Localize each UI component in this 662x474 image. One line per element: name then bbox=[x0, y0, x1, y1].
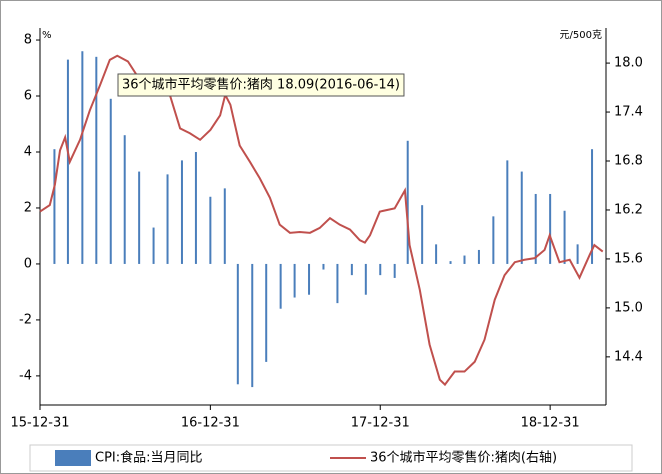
bar bbox=[379, 263, 382, 276]
bar bbox=[421, 205, 424, 264]
bar bbox=[350, 263, 353, 276]
x-tick-label: 18-12-31 bbox=[521, 416, 580, 431]
bar bbox=[53, 149, 56, 264]
bar bbox=[123, 135, 126, 264]
bar bbox=[293, 263, 296, 298]
y2-tick-label: 15.6 bbox=[614, 251, 643, 266]
bar bbox=[308, 263, 311, 295]
y2-tick-label: 16.2 bbox=[614, 202, 643, 217]
legend-label: 36个城市平均零售价:猪肉(右轴) bbox=[370, 450, 557, 466]
bar bbox=[81, 51, 84, 264]
bar bbox=[435, 244, 438, 264]
bar bbox=[549, 193, 552, 264]
legend-label: CPI:食品:当月同比 bbox=[95, 450, 203, 466]
x-tick-label: 15-12-31 bbox=[10, 416, 69, 431]
y-axis-label: % bbox=[42, 30, 52, 41]
legend-frame bbox=[29, 444, 633, 472]
bar bbox=[364, 263, 367, 295]
bar bbox=[138, 171, 141, 264]
bar bbox=[66, 59, 69, 264]
bar bbox=[492, 216, 495, 264]
y2-tick-label: 15.0 bbox=[614, 300, 643, 315]
y-tick-label: 8 bbox=[24, 33, 32, 48]
y-tick-label: 0 bbox=[24, 256, 32, 271]
bar bbox=[463, 255, 466, 264]
bar bbox=[265, 263, 268, 362]
bar bbox=[406, 140, 409, 264]
bar bbox=[591, 149, 594, 264]
bar bbox=[152, 227, 155, 264]
y-tick-label: -2 bbox=[19, 312, 32, 327]
tooltip-box bbox=[117, 73, 405, 97]
bar bbox=[322, 263, 325, 270]
y-tick-label: 6 bbox=[24, 89, 32, 104]
bar bbox=[109, 98, 112, 264]
x-tick-label: 17-12-31 bbox=[351, 416, 410, 431]
tooltip-text: 36个城市平均零售价:猪肉 18.09(2016-06-14) bbox=[122, 77, 400, 93]
bar bbox=[223, 188, 226, 264]
bar bbox=[506, 160, 509, 264]
line bbox=[39, 54, 604, 387]
y2-tick-label: 14.4 bbox=[614, 349, 643, 364]
y2-tick-label: 18.0 bbox=[614, 56, 643, 71]
bar bbox=[336, 263, 339, 304]
bar bbox=[251, 263, 254, 388]
bar bbox=[449, 261, 452, 264]
y-tick-label: 2 bbox=[24, 200, 32, 215]
bar bbox=[279, 263, 282, 309]
bar bbox=[534, 193, 537, 264]
bar bbox=[563, 210, 566, 264]
x-tick-label: 16-12-31 bbox=[181, 416, 240, 431]
bar bbox=[236, 263, 239, 385]
y2-tick-label: 17.4 bbox=[614, 105, 643, 120]
bar bbox=[477, 249, 480, 264]
y2-tick-label: 16.8 bbox=[614, 154, 643, 169]
bar bbox=[520, 171, 523, 264]
bar bbox=[393, 263, 396, 278]
y-tick-label: -4 bbox=[19, 368, 32, 383]
y-tick-label: 4 bbox=[24, 144, 32, 159]
bar bbox=[576, 244, 579, 264]
bar bbox=[194, 151, 197, 264]
legend-swatch bbox=[55, 450, 91, 466]
bar bbox=[95, 56, 98, 264]
bar bbox=[180, 160, 183, 264]
bar bbox=[209, 196, 212, 264]
y2-axis-label: 元/500克 bbox=[560, 29, 602, 41]
bar bbox=[166, 174, 169, 264]
